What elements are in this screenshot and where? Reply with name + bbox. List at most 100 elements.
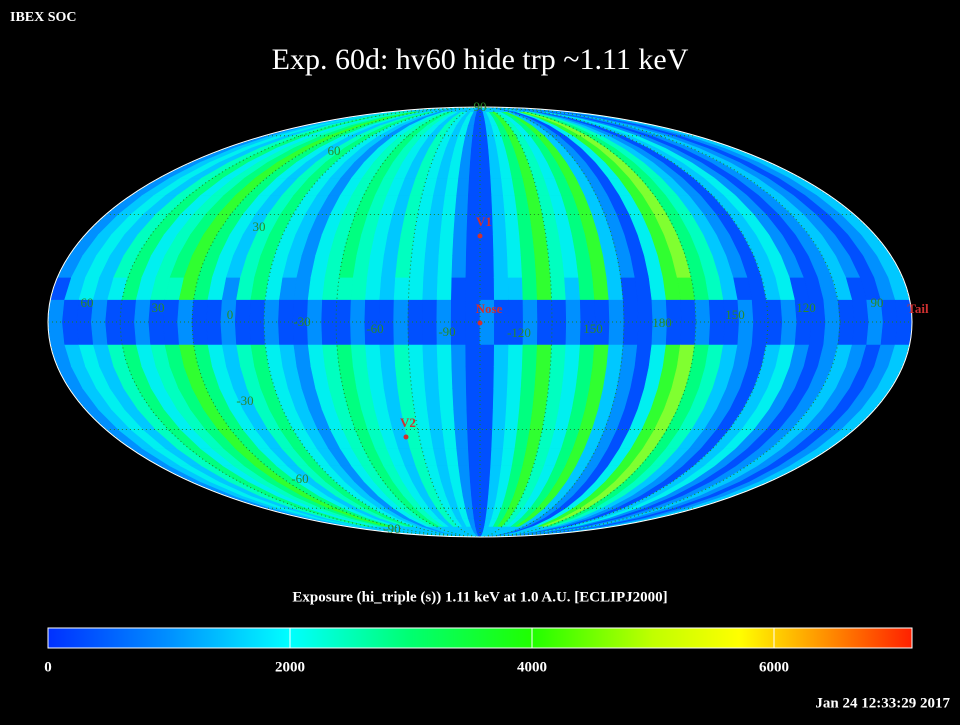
map-cell bbox=[436, 299, 452, 323]
map-cell bbox=[458, 465, 471, 483]
map-cell bbox=[508, 299, 524, 323]
map-cell bbox=[723, 321, 740, 345]
map-cell bbox=[427, 214, 443, 235]
map-cell bbox=[751, 321, 769, 345]
map-cell bbox=[336, 276, 354, 300]
map-cell bbox=[470, 481, 481, 497]
meridian bbox=[479, 107, 625, 537]
map-cell bbox=[492, 234, 508, 256]
map-cell bbox=[536, 276, 552, 300]
map-cell bbox=[442, 195, 458, 215]
exposure-map bbox=[48, 107, 912, 537]
colorbar-tick-label: 6000 bbox=[759, 659, 789, 675]
map-cell bbox=[579, 299, 596, 323]
meridian bbox=[335, 107, 481, 537]
map-cell bbox=[504, 214, 520, 235]
colorbar-tick-label: 0 bbox=[44, 659, 52, 675]
map-cell bbox=[471, 135, 481, 149]
map-cell bbox=[451, 255, 467, 278]
map-cell bbox=[622, 299, 639, 323]
map-cell bbox=[491, 195, 506, 215]
map-cell bbox=[336, 344, 354, 368]
map-cell bbox=[521, 344, 538, 368]
map-cell bbox=[472, 507, 481, 519]
map-cell bbox=[493, 276, 509, 300]
map-cell bbox=[468, 448, 481, 467]
map-cell bbox=[437, 255, 453, 278]
map-cell bbox=[162, 299, 180, 323]
map-cell bbox=[393, 299, 409, 323]
map-cell bbox=[479, 255, 495, 278]
map-cell bbox=[408, 344, 424, 368]
map-cell bbox=[479, 388, 495, 410]
map-cell bbox=[479, 147, 490, 163]
map-cell bbox=[249, 321, 266, 345]
map-cell bbox=[407, 299, 424, 323]
map-cell bbox=[76, 321, 94, 345]
map-cell bbox=[766, 299, 783, 323]
map-cell bbox=[465, 366, 481, 389]
latitude-label: 60 bbox=[328, 143, 341, 158]
map-cell bbox=[350, 299, 366, 323]
latitude-label: -60 bbox=[291, 471, 308, 486]
map-cell bbox=[479, 409, 494, 430]
map-cell bbox=[479, 465, 492, 483]
map-cell bbox=[751, 299, 769, 323]
map-cell bbox=[411, 388, 428, 410]
map-cell bbox=[322, 344, 340, 368]
map-cell bbox=[424, 388, 441, 410]
map-cell bbox=[551, 299, 567, 323]
map-cell bbox=[465, 234, 481, 256]
map-cell bbox=[452, 388, 468, 410]
latitude-label: 30 bbox=[253, 219, 266, 234]
map-cell bbox=[249, 299, 266, 323]
map-cell bbox=[451, 276, 467, 300]
longitude-label: 150 bbox=[725, 307, 745, 322]
latitude-label: -90 bbox=[383, 521, 400, 536]
map-cell bbox=[637, 299, 654, 323]
map-cell bbox=[438, 388, 455, 410]
map-cell bbox=[322, 276, 340, 300]
longitude-label: 90 bbox=[871, 295, 884, 310]
title: Exp. 60d: hv60 hide trp ~1.11 keV bbox=[272, 43, 689, 76]
map-cell bbox=[565, 321, 582, 345]
colorbar bbox=[47, 627, 913, 649]
map-cell bbox=[550, 276, 567, 300]
map-cell bbox=[379, 276, 396, 300]
map-cell bbox=[452, 234, 468, 256]
longitude-label: 0 bbox=[227, 307, 234, 322]
map-cell bbox=[606, 344, 624, 368]
map-cell bbox=[479, 344, 495, 368]
map-cell bbox=[534, 255, 551, 278]
map-cell bbox=[465, 388, 481, 410]
map-cell bbox=[780, 299, 798, 323]
map-cell bbox=[422, 344, 439, 368]
marker-dot bbox=[477, 320, 483, 326]
timestamp: Jan 24 12:33:29 2017 bbox=[815, 695, 950, 711]
map-cell bbox=[521, 276, 538, 300]
map-cell bbox=[134, 321, 151, 345]
map-cell bbox=[263, 299, 280, 323]
map-cell bbox=[479, 177, 492, 196]
map-cell bbox=[522, 299, 538, 323]
map-cell bbox=[427, 409, 443, 430]
map-cell bbox=[837, 321, 855, 345]
source: IBEX SOC bbox=[10, 10, 77, 25]
map-cell bbox=[381, 366, 399, 389]
map-cell bbox=[48, 321, 66, 345]
map-cell bbox=[191, 321, 209, 345]
map-cell bbox=[507, 276, 524, 300]
map-cell bbox=[794, 321, 812, 345]
map-cell bbox=[694, 321, 711, 345]
map-cell bbox=[424, 234, 441, 256]
map-cell bbox=[436, 276, 453, 300]
map-cell bbox=[454, 195, 469, 215]
map-cell bbox=[680, 321, 697, 345]
map-cell bbox=[708, 299, 726, 323]
map-cell bbox=[90, 321, 108, 345]
map-cell bbox=[507, 344, 524, 368]
map-cell bbox=[458, 161, 471, 179]
map-cell bbox=[422, 321, 438, 345]
map-cell bbox=[880, 321, 898, 345]
